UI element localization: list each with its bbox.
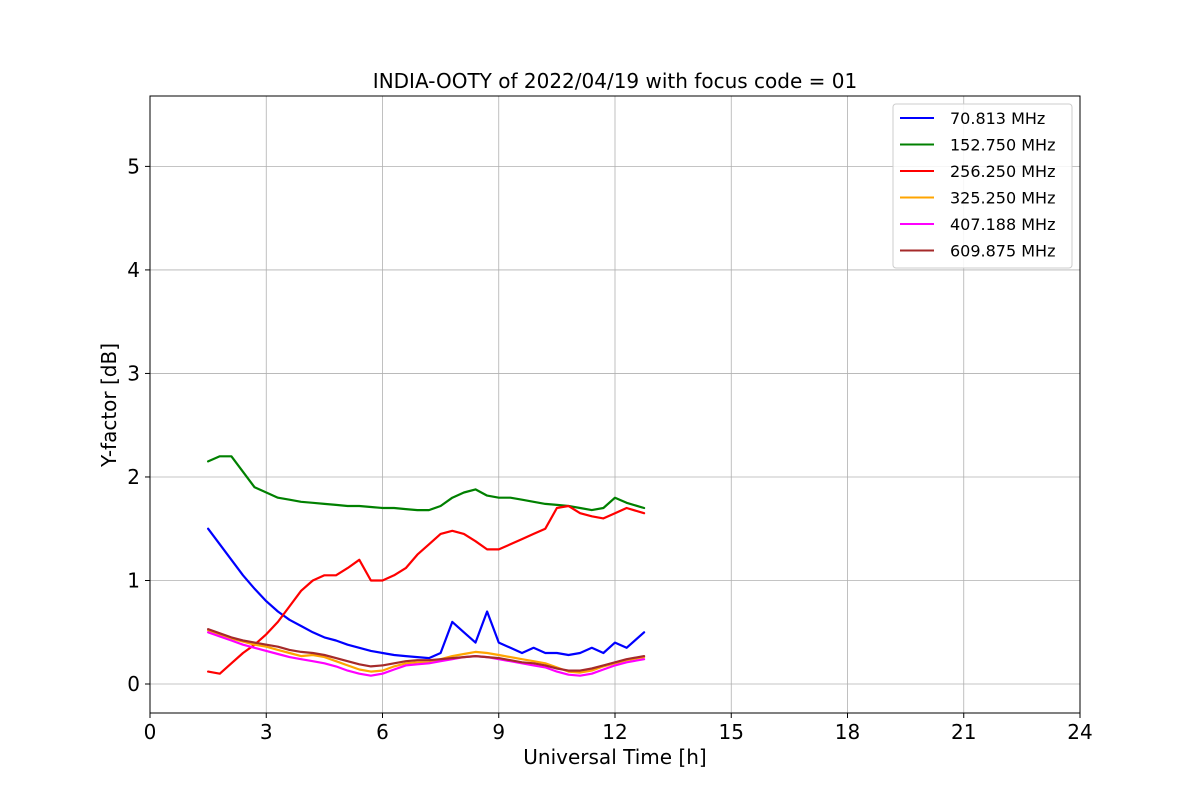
y-tick-label: 5 — [127, 154, 140, 178]
series-line-2 — [207, 504, 646, 675]
x-tick-label: 0 — [144, 720, 157, 744]
y-tick-label: 2 — [127, 465, 140, 489]
x-tick-label: 9 — [492, 720, 505, 744]
x-tick-label: 24 — [1067, 720, 1092, 744]
legend-label-1: 152.750 MHz — [950, 136, 1055, 155]
y-axis: 0 1 2 3 4 5 — [127, 154, 150, 696]
legend-label-4: 407.188 MHz — [950, 215, 1055, 234]
x-tick-label: 6 — [376, 720, 389, 744]
y-tick-label: 4 — [127, 258, 140, 282]
series-line-5 — [207, 627, 646, 672]
series-line-0 — [207, 527, 646, 660]
x-tick-label: 15 — [719, 720, 744, 744]
x-tick-label: 21 — [951, 720, 976, 744]
x-tick-label: 12 — [602, 720, 627, 744]
legend-label-0: 70.813 MHz — [950, 109, 1045, 128]
legend: 70.813 MHz 152.750 MHz 256.250 MHz 325.250 … — [892, 103, 1073, 269]
x-tick-label: 3 — [260, 720, 273, 744]
chart-title: INDIA-OOTY of 2022/04/19 with focus code… — [373, 69, 857, 93]
x-axis-label: Universal Time [h] — [523, 745, 706, 769]
series-line-4 — [207, 631, 646, 677]
legend-box — [892, 103, 1073, 269]
legend-label-5: 609.875 MHz — [950, 242, 1055, 261]
x-tick-label: 18 — [835, 720, 860, 744]
x-axis: 0 3 6 9 12 15 18 21 24 — [144, 713, 1093, 744]
series-lines — [207, 455, 646, 677]
legend-label-3: 325.250 MHz — [950, 189, 1055, 208]
y-tick-label: 1 — [127, 568, 140, 592]
legend-label-2: 256.250 MHz — [950, 162, 1055, 181]
y-tick-label: 3 — [127, 361, 140, 385]
y-tick-label: 0 — [127, 672, 140, 696]
y-axis-label: Y-factor [dB] — [97, 343, 121, 468]
